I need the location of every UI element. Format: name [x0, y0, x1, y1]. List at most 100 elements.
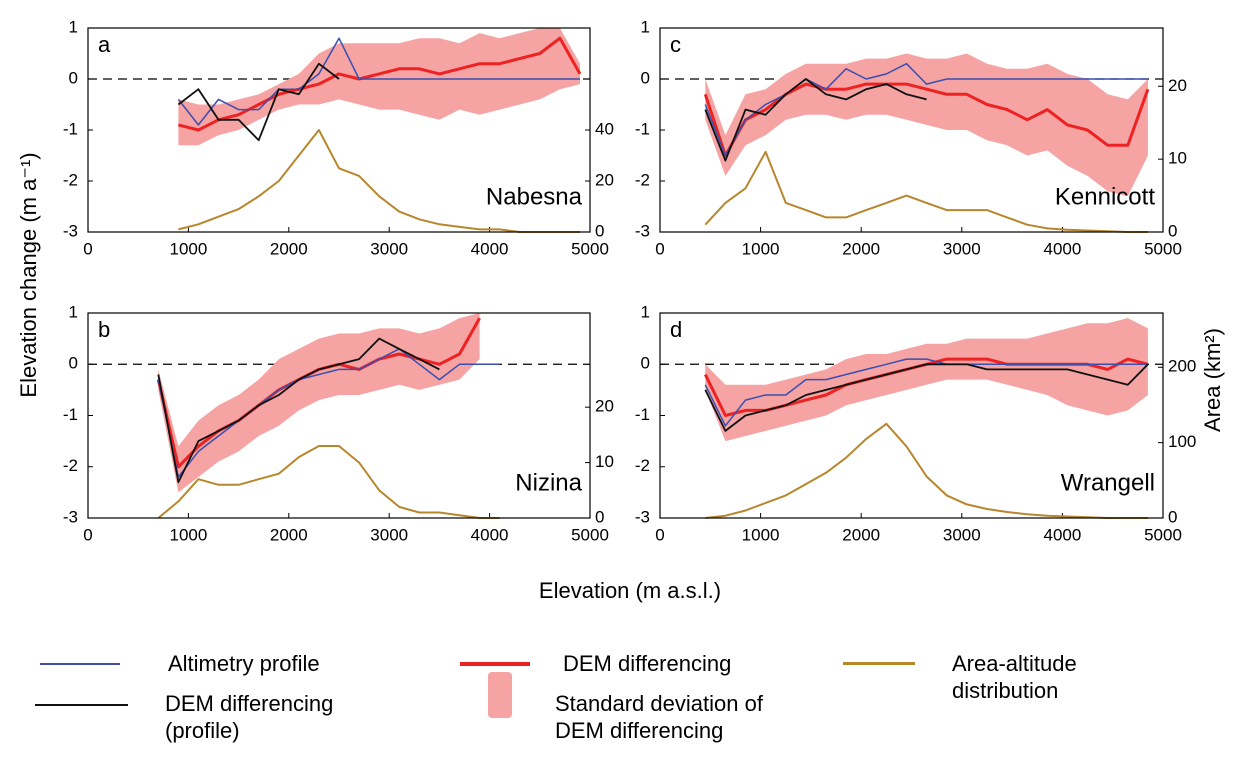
- x-tick-label: 0: [655, 239, 664, 258]
- x-axis-label: Elevation (m a.s.l.): [539, 578, 721, 603]
- y2-tick-label: 0: [595, 507, 604, 526]
- x-tick-label: 4000: [471, 239, 509, 258]
- std-band: [178, 28, 580, 146]
- series-line: [178, 36, 582, 132]
- panel-title: Nizina: [515, 469, 582, 496]
- panel-title: Kennicott: [1055, 183, 1155, 210]
- x-tick-label: 4000: [471, 525, 509, 544]
- x-tick-label: 1000: [742, 525, 780, 544]
- x-tick-label: 3000: [370, 525, 408, 544]
- plot-frame: [659, 27, 1164, 233]
- panel-title: Nabesna: [486, 183, 583, 210]
- y-tick-label: -3: [635, 507, 650, 526]
- y-tick-label: -1: [63, 119, 78, 138]
- legend-label: Area-altitude distribution: [952, 651, 1077, 703]
- y2-axis-label: Area (km²): [1200, 328, 1225, 432]
- y2-tick-label: 40: [595, 119, 614, 138]
- series-line: [177, 37, 580, 126]
- series-line: [178, 129, 580, 233]
- x-tick-label: 1000: [169, 239, 207, 258]
- panel-letter: b: [98, 317, 110, 342]
- y2-tick-label: 0: [1168, 221, 1177, 240]
- y2-tick-label: 0: [1168, 507, 1177, 526]
- legend-swatch: [35, 704, 128, 706]
- y2-tick-label: 200: [1168, 357, 1196, 376]
- y-tick-label: -2: [63, 456, 78, 475]
- x-tick-label: 3000: [943, 239, 981, 258]
- y2-tick-label: 0: [595, 221, 604, 240]
- series-line: [704, 363, 1149, 432]
- y2-tick-label: 20: [595, 397, 614, 416]
- y2-tick-label: 100: [1168, 432, 1196, 451]
- std-band: [705, 318, 1148, 442]
- series-line: [157, 348, 500, 478]
- series-line: [704, 358, 1148, 427]
- x-tick-label: 4000: [1043, 525, 1081, 544]
- legend-swatch: [843, 662, 915, 665]
- y-tick-label: -1: [63, 405, 78, 424]
- legend-swatch: [488, 672, 512, 718]
- series-line: [705, 422, 1148, 519]
- std-band: [705, 53, 1148, 197]
- x-tick-label: 5000: [1144, 525, 1182, 544]
- series-line: [157, 445, 500, 519]
- panel-letter: c: [670, 32, 681, 57]
- legend-swatch: [40, 663, 120, 665]
- legend-label: Standard deviation of DEM differencing: [555, 691, 763, 743]
- y2-tick-label: 10: [595, 452, 614, 471]
- y-tick-label: -3: [635, 221, 650, 240]
- x-tick-label: 2000: [270, 525, 308, 544]
- x-tick-label: 0: [655, 525, 664, 544]
- y-tick-label: 0: [641, 354, 650, 373]
- legend-label: DEM differencing (profile): [165, 691, 334, 743]
- y2-tick-label: 20: [1168, 76, 1187, 95]
- y-tick-label: 0: [69, 354, 78, 373]
- legend-swatch: [460, 662, 530, 666]
- plot-frame: [87, 312, 591, 519]
- x-tick-label: 3000: [370, 239, 408, 258]
- y2-tick-label: 20: [595, 170, 614, 189]
- y-tick-label: -1: [635, 405, 650, 424]
- y-tick-label: -2: [635, 456, 650, 475]
- x-tick-label: 2000: [270, 239, 308, 258]
- y-tick-label: 1: [69, 302, 78, 321]
- y-tick-label: 0: [641, 68, 650, 87]
- series-line: [704, 78, 927, 162]
- x-tick-label: 4000: [1043, 239, 1081, 258]
- panel-letter: d: [670, 317, 682, 342]
- series-line: [177, 62, 340, 142]
- y-tick-label: -2: [635, 170, 650, 189]
- x-tick-label: 1000: [742, 239, 780, 258]
- legend-label: Altimetry profile: [168, 651, 320, 676]
- legend-label: DEM differencing: [563, 651, 732, 676]
- plot-frame: [659, 312, 1164, 519]
- y-tick-label: 1: [641, 302, 650, 321]
- panel-letter: a: [98, 32, 111, 57]
- y-tick-label: 1: [641, 17, 650, 36]
- x-tick-label: 3000: [943, 525, 981, 544]
- series-line: [704, 62, 1148, 157]
- std-band: [158, 313, 480, 493]
- y-tick-label: -3: [63, 507, 78, 526]
- y-tick-label: 0: [69, 68, 78, 87]
- y-tick-label: -3: [63, 221, 78, 240]
- series-line: [157, 337, 440, 483]
- x-tick-label: 5000: [1144, 239, 1182, 258]
- y-tick-label: 1: [69, 17, 78, 36]
- series-line: [703, 82, 1150, 157]
- y-tick-label: -1: [635, 119, 650, 138]
- y-tick-label: -2: [63, 170, 78, 189]
- panel-title: Wrangell: [1061, 469, 1155, 496]
- x-tick-label: 2000: [842, 525, 880, 544]
- x-tick-label: 5000: [571, 525, 609, 544]
- plot-frame: [87, 27, 591, 233]
- x-tick-label: 0: [83, 239, 92, 258]
- y-axis-label: Elevation change (m a⁻¹): [16, 152, 41, 397]
- y2-tick-label: 10: [1168, 149, 1187, 168]
- x-tick-label: 0: [83, 525, 92, 544]
- x-tick-label: 2000: [842, 239, 880, 258]
- x-tick-label: 5000: [571, 239, 609, 258]
- x-tick-label: 1000: [169, 525, 207, 544]
